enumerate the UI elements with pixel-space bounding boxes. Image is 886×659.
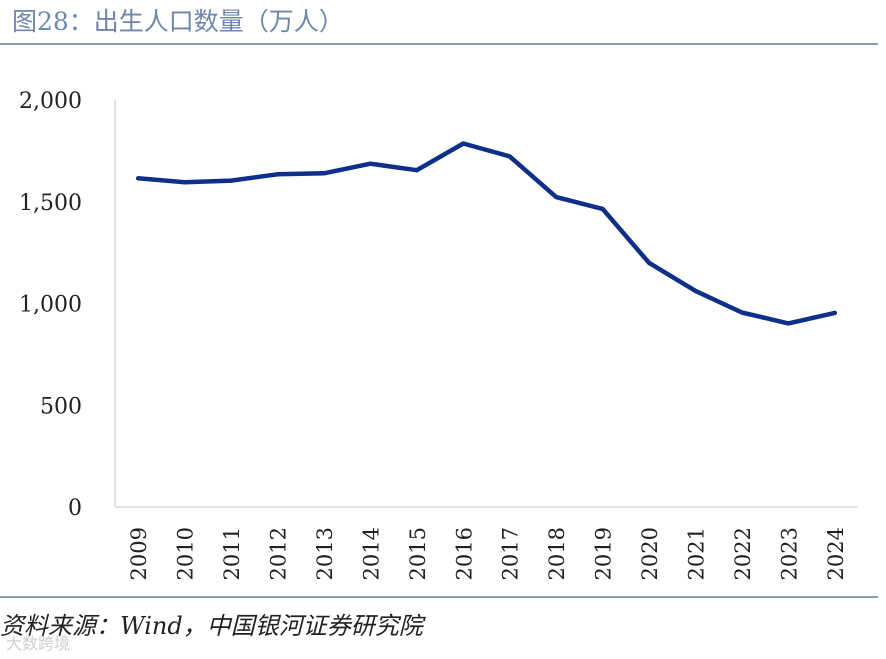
data-point <box>275 172 280 177</box>
data-point <box>229 178 234 183</box>
x-tick-label: 2024 <box>824 527 848 580</box>
data-point <box>832 310 837 315</box>
data-point <box>136 176 141 181</box>
source-divider <box>0 596 878 598</box>
x-tick-labels: 2009 2010 2011 2012 2013 2014 2015 2016 2017 2018… <box>127 527 848 580</box>
data-point <box>554 195 559 200</box>
data-point <box>368 161 373 166</box>
data-point <box>321 171 326 176</box>
x-tick-label: 2022 <box>731 527 755 580</box>
birth-population-line <box>135 141 838 326</box>
data-point <box>182 180 187 185</box>
source-note: 资料来源：Wind，中国银河证券研究院 <box>0 612 423 640</box>
x-tick-label: 2014 <box>359 527 383 580</box>
y-tick-label: 1,000 <box>19 293 82 318</box>
x-tick-label: 2012 <box>267 527 291 580</box>
x-tick-label: 2013 <box>313 527 337 580</box>
data-point <box>647 260 652 265</box>
data-point <box>414 168 419 173</box>
y-tick-label: 0 <box>68 496 82 521</box>
x-tick-label: 2023 <box>777 527 801 580</box>
chart-title: 图28：出生人口数量（万人） <box>12 7 344 36</box>
x-tick-label: 2020 <box>638 527 662 580</box>
data-point <box>786 321 791 326</box>
x-tick-label: 2011 <box>220 527 244 580</box>
y-tick-labels: 0 500 1,000 1,500 2,000 <box>19 89 82 521</box>
data-point <box>693 288 698 293</box>
y-tick-label: 1,500 <box>19 191 82 216</box>
line-chart: 0 500 1,000 1,500 2,000 2009 2010 2011 2012 2013… <box>19 89 858 580</box>
data-points <box>136 141 837 326</box>
x-tick-label: 2017 <box>499 527 523 580</box>
x-tick-label: 2009 <box>127 527 151 580</box>
x-tick-label: 2016 <box>452 527 476 580</box>
data-point <box>600 206 605 211</box>
x-tick-label: 2015 <box>406 527 430 580</box>
watermark: 大数跨境 <box>6 634 71 653</box>
x-tick-label: 2019 <box>592 527 616 580</box>
data-point <box>507 154 512 159</box>
x-tick-label: 2010 <box>174 527 198 580</box>
y-tick-label: 500 <box>40 394 82 419</box>
data-point <box>461 141 466 146</box>
x-tick-label: 2021 <box>684 527 708 580</box>
x-tick-label: 2018 <box>545 527 569 580</box>
data-point <box>739 310 744 315</box>
title-divider <box>0 43 878 45</box>
y-tick-label: 2,000 <box>19 89 82 114</box>
